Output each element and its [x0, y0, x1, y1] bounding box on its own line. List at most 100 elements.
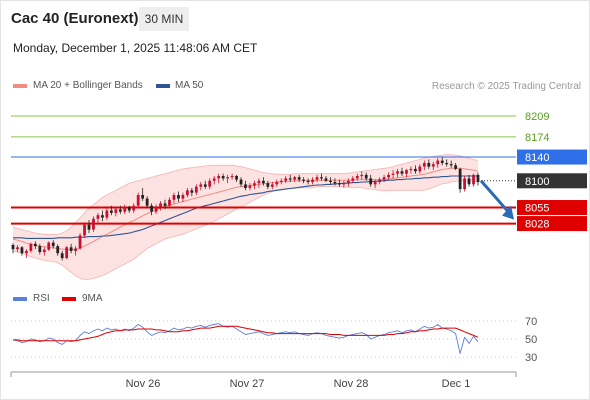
- candle-body: [47, 242, 51, 250]
- candle-body: [270, 184, 274, 187]
- candle-body: [382, 177, 386, 180]
- candle-body: [329, 180, 332, 182]
- candle-body: [25, 250, 28, 254]
- candle-body: [226, 177, 229, 179]
- candle-body: [38, 246, 42, 252]
- candle-body: [208, 180, 212, 187]
- candle-body: [212, 178, 216, 181]
- candle-body: [324, 178, 328, 181]
- level-tag-8055: [517, 200, 587, 216]
- level-label-8100: 8100: [525, 176, 549, 188]
- candle-body: [101, 215, 104, 218]
- candle-body: [11, 245, 15, 250]
- level-label-8028: 8028: [525, 219, 549, 231]
- candle-body: [409, 168, 413, 171]
- candle-body: [351, 178, 355, 181]
- ma50-legend: MA 50: [175, 80, 204, 91]
- candle-body: [114, 209, 118, 213]
- x-tick-label: Nov 28: [334, 378, 369, 390]
- forecast-arrow-shaft: [479, 179, 511, 214]
- candle-body: [431, 164, 435, 167]
- candle-body: [105, 210, 109, 218]
- candle-body: [320, 177, 323, 179]
- instrument-title: Cac 40 (Euronext): [11, 10, 139, 27]
- candle-body: [387, 174, 390, 178]
- candle-body: [449, 164, 453, 166]
- candle-body: [141, 195, 145, 199]
- ma9-swatch: [62, 297, 76, 301]
- candle-body: [355, 176, 359, 179]
- x-tick-label: Dec 1: [442, 378, 471, 390]
- rsi-tick-30: 30: [525, 352, 537, 364]
- candle-body: [364, 174, 368, 179]
- candle-body: [338, 183, 341, 185]
- candle-body: [378, 179, 382, 182]
- candle-body: [118, 209, 122, 212]
- level-label-8174: 8174: [525, 132, 549, 144]
- candle-body: [109, 210, 113, 213]
- candle-body: [293, 177, 297, 180]
- candle-body: [194, 186, 198, 193]
- candle-body: [127, 206, 131, 211]
- candle-body: [239, 179, 243, 185]
- candle-body: [297, 177, 301, 180]
- candle-body: [244, 184, 247, 188]
- candle-body: [445, 163, 449, 165]
- rsi-swatch: [13, 297, 27, 301]
- rsi-legend: RSI: [33, 293, 50, 304]
- candle-body: [436, 160, 440, 165]
- candle-body: [467, 178, 471, 185]
- rsi-tick-70: 70: [525, 316, 537, 328]
- candle-body: [185, 190, 189, 196]
- candle-body: [154, 206, 158, 212]
- candle-body: [217, 176, 221, 179]
- rsi-line: [12, 323, 479, 354]
- timeframe-badge[interactable]: 30 MIN: [139, 7, 189, 31]
- candle-body: [418, 166, 422, 172]
- candle-body: [422, 163, 426, 167]
- ma20-legend: MA 20 + Bollinger Bands: [33, 80, 143, 91]
- candle-body: [262, 180, 265, 184]
- candle-body: [369, 178, 373, 185]
- candle-body: [235, 176, 238, 180]
- candle-body: [29, 243, 33, 251]
- candle-body: [168, 199, 171, 206]
- candle-body: [74, 248, 77, 251]
- candle-body: [78, 235, 82, 249]
- credit-text: Research © 2025 Trading Central: [431, 81, 581, 92]
- candle-body: [248, 185, 252, 188]
- candle-body: [414, 168, 417, 172]
- bollinger-band: [13, 154, 478, 280]
- candle-body: [136, 195, 140, 206]
- candle-body: [87, 224, 91, 230]
- level-label-8209: 8209: [525, 111, 549, 123]
- ma50-line: [13, 175, 478, 239]
- candle-body: [275, 182, 279, 185]
- candle-body: [315, 177, 319, 180]
- candle-body: [306, 180, 310, 182]
- candle-body: [476, 174, 480, 182]
- candle-body: [177, 195, 180, 199]
- candle-body: [346, 180, 350, 184]
- candle-body: [172, 195, 176, 200]
- level-tag-8028: [517, 216, 587, 232]
- candle-body: [33, 243, 37, 247]
- candle-body: [266, 183, 270, 187]
- candle-body: [342, 183, 346, 185]
- candle-body: [405, 170, 408, 174]
- timestamp: Monday, December 1, 2025 11:48:06 AM CET: [13, 41, 258, 55]
- candle-body: [181, 195, 185, 199]
- candle-body: [458, 168, 462, 190]
- rsi-tick-50: 50: [525, 334, 537, 346]
- candle-body: [145, 198, 149, 206]
- candle-body: [311, 179, 314, 182]
- candle-body: [60, 253, 64, 259]
- candle-body: [221, 176, 225, 179]
- candle-body: [69, 247, 73, 251]
- candle-body: [333, 182, 337, 184]
- candle-body: [302, 179, 306, 181]
- candle-body: [427, 163, 431, 167]
- candle-body: [284, 178, 288, 181]
- candle-body: [400, 171, 404, 174]
